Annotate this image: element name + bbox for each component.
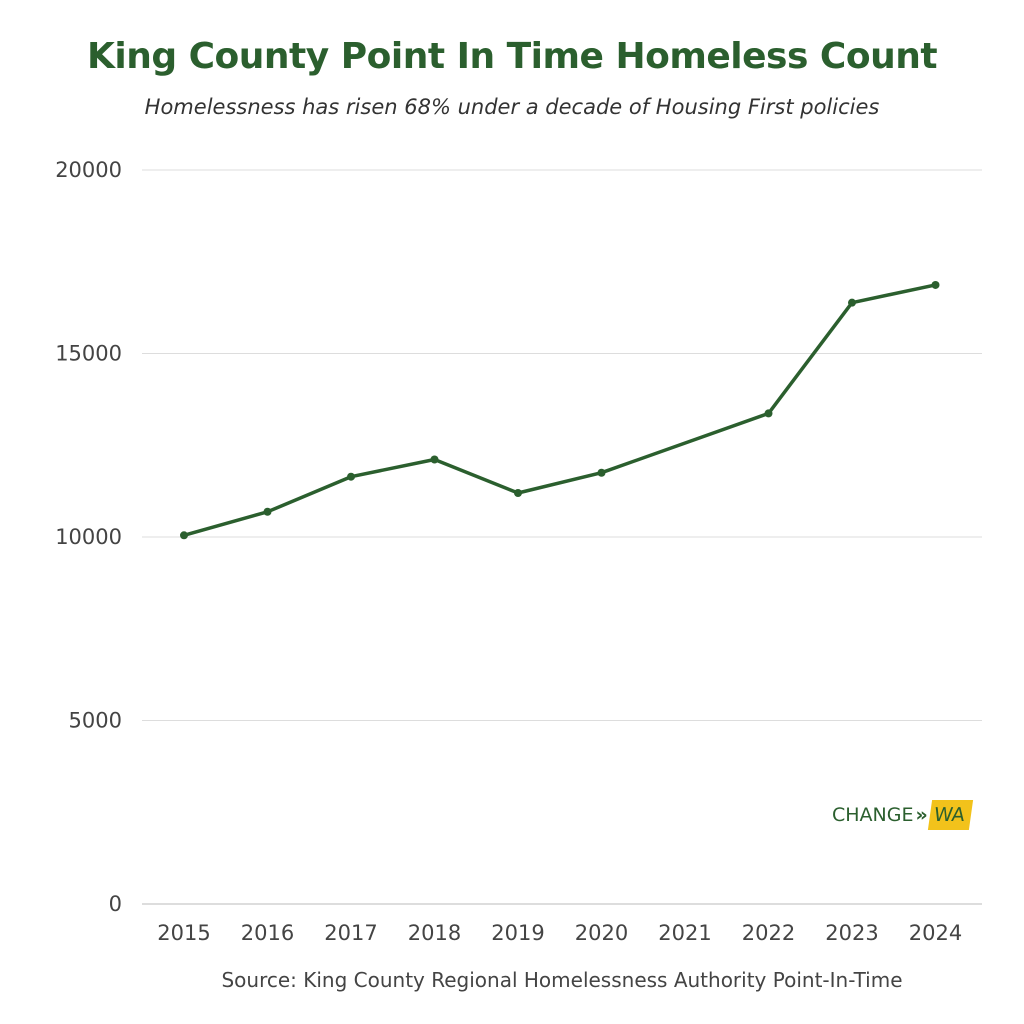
x-tick-label: 2024 [909,921,962,945]
y-tick-label: 20000 [55,158,122,182]
x-tick-label: 2017 [324,921,377,945]
y-tick-label: 15000 [55,342,122,366]
data-point [347,472,355,481]
data-point [263,507,272,516]
x-tick-label: 2018 [408,921,461,945]
x-tick-label: 2023 [825,921,878,945]
y-axis-labels: 0 5000 10000 15000 20000 [55,158,122,916]
series-points [180,280,940,540]
x-tick-label: 2022 [742,921,795,945]
x-tick-label: 2020 [575,921,628,945]
series-lines [182,283,938,538]
x-tick-label: 2019 [491,921,544,945]
logo-text-change: CHANGE [832,804,914,826]
x-tick-label: 2021 [658,921,711,945]
logo-text-wa: WA [927,800,973,830]
logo-arrows-icon: » [915,804,928,826]
grid-lines [142,169,982,905]
data-point [931,280,940,289]
data-point [514,488,522,497]
data-point [597,468,606,477]
x-axis-labels: 2015 2016 2017 2018 2019 2020 2021 2022 2023 2024 [157,921,962,945]
y-tick-label: 10000 [55,525,122,549]
data-point [764,409,773,418]
x-tick-label: 2015 [157,921,210,945]
chart-subtitle: Homelessness has risen 68% under a decad… [144,95,880,119]
series-line [182,283,938,538]
chart-title: King County Point In Time Homeless Count [86,36,938,77]
change-wa-logo: CHANGE » WA [832,798,973,832]
source-note: Source: King County Regional Homelessnes… [221,968,903,992]
x-tick-label: 2016 [241,921,294,945]
data-point [430,455,439,464]
y-tick-label: 5000 [69,709,122,733]
data-point [180,531,188,540]
y-tick-label: 0 [109,892,122,916]
data-point [848,298,856,307]
